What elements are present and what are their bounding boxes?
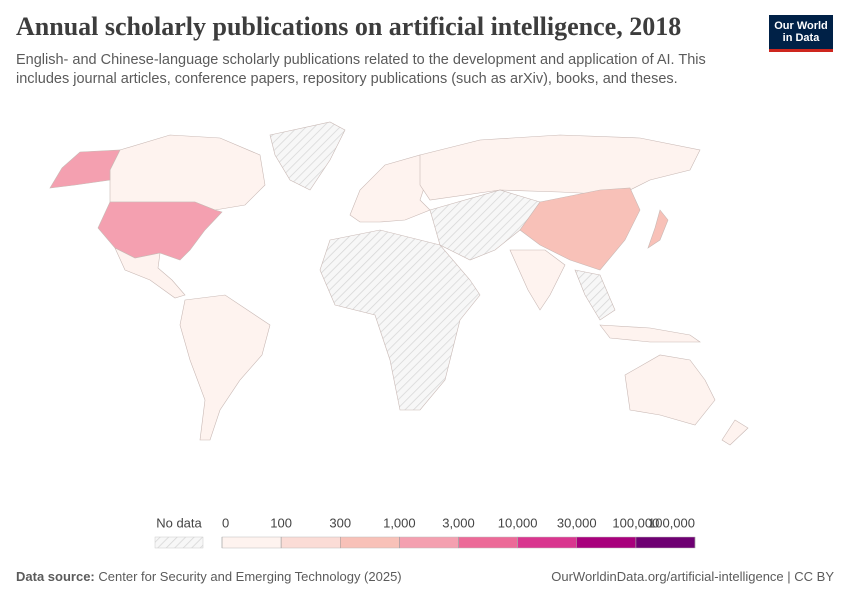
legend-tick-label: 1,000 xyxy=(383,515,416,530)
legend-tick-label: 3,000 xyxy=(442,515,475,530)
legend-bin xyxy=(221,536,282,549)
legend-tick-label: 0 xyxy=(222,515,229,530)
africa xyxy=(319,229,481,411)
subtitle: English- and Chinese-language scholarly … xyxy=(16,52,706,87)
china xyxy=(519,187,641,271)
legend-bin xyxy=(458,536,518,549)
legend-tick-label: 30,000 xyxy=(557,515,597,530)
new-zealand xyxy=(721,419,749,446)
indonesia xyxy=(599,324,701,343)
legend-bin xyxy=(399,536,459,549)
source: Center for Security and Emerging Technol… xyxy=(98,569,402,584)
legend-tick-label: 100,000 xyxy=(648,515,695,530)
south-america xyxy=(179,294,271,441)
australia xyxy=(624,354,716,426)
canada xyxy=(109,134,266,211)
legend-bin xyxy=(280,536,341,549)
legend-tick-label: 300 xyxy=(329,515,351,530)
legend-tick-label: 100 xyxy=(270,515,292,530)
footer-source: Data source: Center for Security and Eme… xyxy=(16,569,402,584)
legend-bin xyxy=(576,536,637,549)
legend-tick-label: 10,000 xyxy=(498,515,538,530)
se-asia xyxy=(574,269,616,321)
footer-url[interactable]: OurWorldinData.org/artificial-intelligen… xyxy=(551,569,834,584)
world-map xyxy=(49,121,749,446)
middle-east xyxy=(429,189,541,261)
europe xyxy=(349,154,431,223)
logo[interactable]: Our World in Data xyxy=(769,15,833,52)
greenland xyxy=(269,121,346,191)
russia xyxy=(419,134,701,201)
legend-tick-label: 100,000 xyxy=(612,515,659,530)
no-data-swatch xyxy=(154,536,204,549)
legend-bin xyxy=(340,536,400,549)
legend-bin xyxy=(635,536,696,549)
india xyxy=(509,249,566,311)
title: Annual scholarly publications on artific… xyxy=(16,12,682,41)
source-label: Data source: xyxy=(16,569,95,584)
legend-bin xyxy=(517,536,577,549)
japan xyxy=(647,209,669,249)
no-data-label: No data xyxy=(156,515,202,530)
usa xyxy=(97,201,223,261)
alaska xyxy=(49,149,121,189)
mexico xyxy=(114,247,186,299)
legend: No data 0 100 300 1,000 3,000 10,000 30,000 100,… xyxy=(154,515,696,549)
